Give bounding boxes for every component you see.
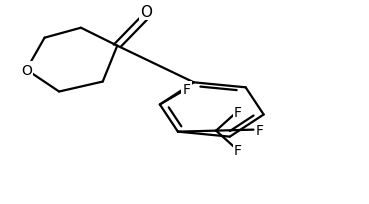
Text: F: F [234,105,242,119]
Text: F: F [182,83,190,97]
Text: F: F [234,143,242,157]
Text: O: O [140,5,152,20]
Text: O: O [21,63,32,77]
Text: F: F [256,123,264,137]
